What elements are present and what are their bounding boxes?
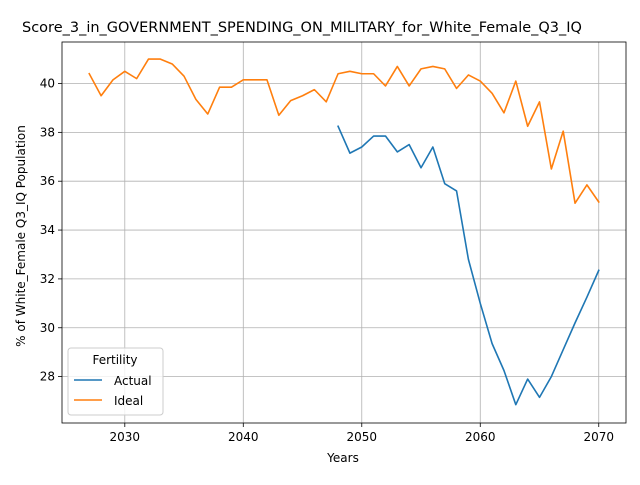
series-line-ideal (88, 58, 600, 204)
y-tick-label: 28 (40, 370, 55, 384)
y-tick-label: 36 (40, 174, 55, 188)
y-axis: 28 30 32 34 36 38 40 (40, 77, 62, 384)
y-tick-label: 40 (40, 77, 55, 91)
legend-label-ideal: Ideal (114, 394, 143, 408)
legend-box (67, 347, 164, 416)
chart-title: Score_3_in_GOVERNMENT_SPENDING_ON_MILITA… (22, 20, 582, 36)
x-tick-label: 2030 (110, 430, 141, 444)
x-tick-label: 2050 (346, 430, 377, 444)
series-group (88, 58, 600, 406)
y-tick-label: 30 (40, 321, 55, 335)
series-line-actual (337, 125, 600, 406)
legend-label-actual: Actual (114, 374, 152, 388)
plot-frame (61, 41, 627, 424)
x-axis: 2030 2040 2050 2060 2070 (110, 423, 614, 444)
y-tick-label: 34 (40, 223, 55, 237)
y-tick-label: 38 (40, 125, 55, 139)
legend-title: Fertility (92, 353, 137, 367)
x-tick-label: 2070 (583, 430, 614, 444)
x-tick-label: 2040 (228, 430, 259, 444)
legend: Fertility Actual Ideal (67, 347, 164, 416)
y-tick-label: 32 (40, 272, 55, 286)
y-axis-label: % of White_Female Q3_IQ Population (14, 125, 28, 347)
x-tick-label: 2060 (465, 430, 496, 444)
x-axis-label: Years (326, 451, 359, 465)
